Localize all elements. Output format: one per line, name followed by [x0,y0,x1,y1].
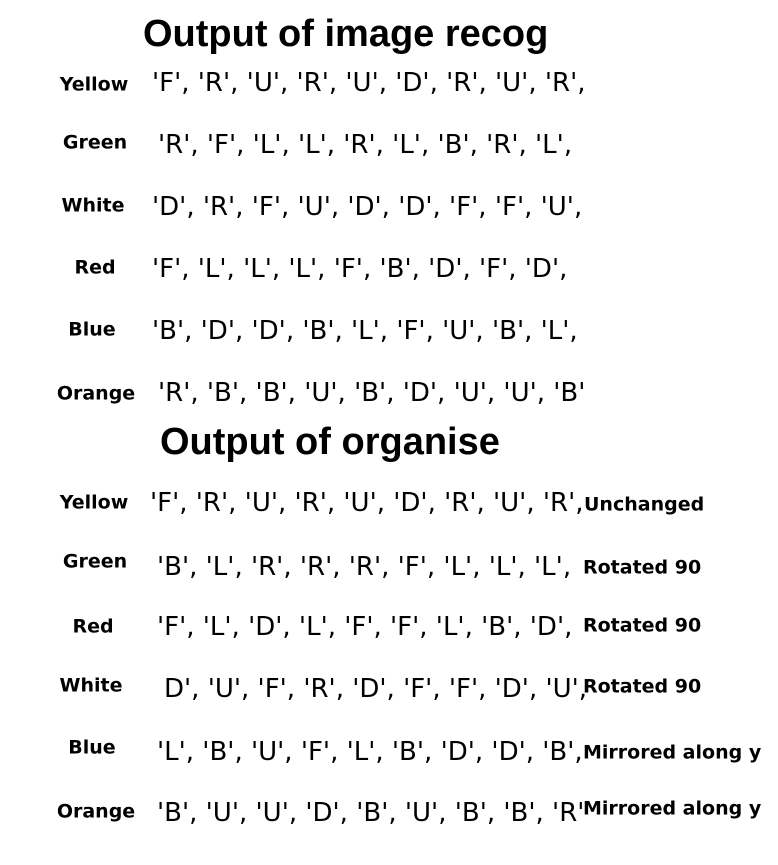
section2-row-yellow-label: Yellow [59,491,129,514]
section2-row-red-values: 'F', 'L', 'D', 'L', 'F', 'F', 'L', 'B', … [157,612,573,642]
section2-row-yellow-note: Unchanged [584,493,705,516]
section1-row-red-label: Red [74,256,116,279]
section2-row-white-note: Rotated 90 [583,675,702,698]
section2-row-red-label: Red [72,615,114,638]
section2-row-orange-label: Orange [56,800,136,823]
section2-title: Output of organise [160,421,500,463]
section2-row-green-values: 'B', 'L', 'R', 'R', 'R', 'F', 'L', 'L', … [157,552,572,582]
section2-row-white-values: D', 'U', 'F', 'R', 'D', 'F', 'F', 'D', '… [164,674,588,704]
section1-row-blue-label: Blue [68,318,116,341]
section2-row-blue-note: Mirrored along y [583,741,762,764]
section1-row-blue-values: 'B', 'D', 'D', 'B', 'L', 'F', 'U', 'B', … [152,316,578,346]
section1-row-orange-values: 'R', 'B', 'B', 'U', 'B', 'D', 'U', 'U', … [158,378,586,408]
section2-row-blue-label: Blue [68,736,116,759]
section2-row-orange-note: Mirrored along y [583,797,762,820]
section1-title: Output of image recog [143,13,549,55]
section1-row-green-label: Green [62,131,128,154]
section1-row-red-values: 'F', 'L', 'L', 'L', 'F', 'B', 'D', 'F', … [152,254,568,284]
section2-row-orange-values: 'B', 'U', 'U', 'D', 'B', 'U', 'B', 'B', … [157,798,585,828]
section1-row-yellow-label: Yellow [59,73,129,96]
section2-row-yellow-values: 'F', 'R', 'U', 'R', 'U', 'D', 'R', 'U', … [150,488,584,518]
section1-row-green-values: 'R', 'F', 'L', 'L', 'R', 'L', 'B', 'R', … [158,130,573,160]
section1-row-white-values: 'D', 'R', 'F', 'U', 'D', 'D', 'F', 'F', … [152,192,583,222]
section2-row-red-note: Rotated 90 [583,614,702,637]
section2-row-blue-values: 'L', 'B', 'U', 'F', 'L', 'B', 'D', 'D', … [157,737,583,767]
section2-row-white-label: White [59,674,123,697]
section1-row-orange-label: Orange [56,382,136,405]
section2-row-green-note: Rotated 90 [583,556,702,579]
section1-row-yellow-values: 'F', 'R', 'U', 'R', 'U', 'D', 'R', 'U', … [152,68,586,98]
section1-row-white-label: White [61,194,125,217]
section2-row-green-label: Green [62,550,128,573]
